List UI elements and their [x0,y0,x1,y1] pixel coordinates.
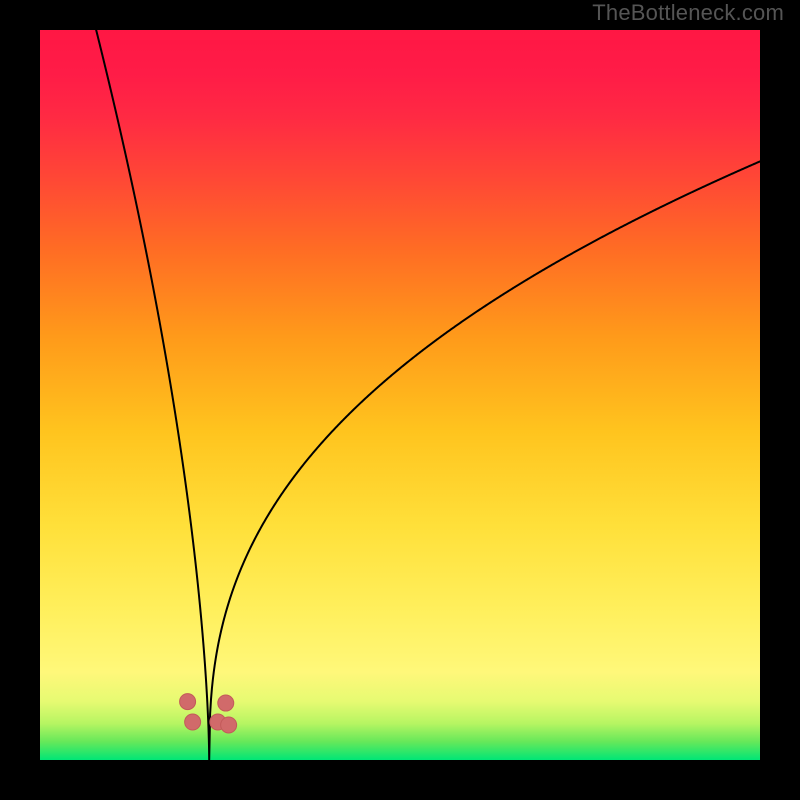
marker-point [185,714,201,730]
chart-root: TheBottleneck.com [0,0,800,800]
marker-point [221,717,237,733]
marker-point [180,694,196,710]
marker-point [218,695,234,711]
watermark-text: TheBottleneck.com [592,0,784,26]
plot-area [40,30,760,760]
chart-svg [0,0,800,800]
